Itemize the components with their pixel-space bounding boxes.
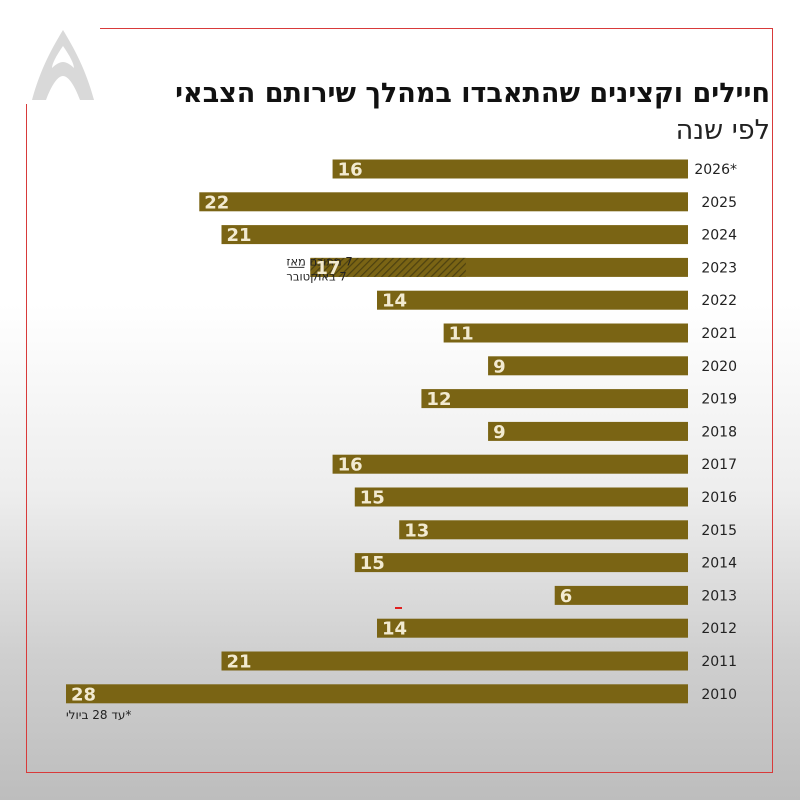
annotation-text: 7 באוקטובר: [286, 269, 346, 283]
category-label: 2017: [701, 457, 737, 473]
category-label: 2018: [701, 424, 737, 440]
bar-value-label: 14: [382, 291, 407, 312]
bar: [199, 192, 689, 212]
bar-hatched-portion: [310, 257, 466, 277]
bar: [221, 651, 688, 671]
bar: [377, 290, 688, 310]
bar: [421, 389, 688, 409]
bar-group: 15 2016: [354, 487, 737, 509]
bar-group: 12 2019: [421, 389, 737, 410]
bar-group: 21 2011: [221, 651, 737, 673]
category-label: 2010: [701, 687, 737, 703]
category-label: 2019: [701, 392, 737, 408]
bar: [554, 585, 688, 605]
bar-value-label: 21: [227, 225, 252, 246]
category-label: 2020: [701, 359, 737, 375]
bar-value-label: 15: [360, 553, 385, 574]
bar-value-label: 22: [204, 192, 229, 213]
bar-value-label: 28: [71, 684, 96, 705]
bar: [443, 323, 688, 343]
bar-group: 16 2026*: [332, 159, 737, 181]
bar-value-label: 6: [560, 586, 573, 607]
bar-group: 6 2013: [554, 585, 737, 607]
category-label: 2011: [701, 654, 737, 670]
bar: [332, 159, 688, 179]
red-mark: [395, 607, 402, 609]
bar-group: 15 2014: [354, 553, 737, 574]
bar-group: 14 2022: [377, 290, 737, 312]
category-label: 2024: [701, 228, 737, 244]
category-label: 2026*: [694, 162, 737, 178]
chart-title: חיילים וקצינים שהתאבדו במהלך שירותם הצבא…: [175, 78, 770, 109]
bar: [399, 520, 688, 540]
bar: [332, 454, 688, 474]
chart-frame: [26, 28, 773, 773]
bar-value-label: 13: [404, 520, 429, 541]
bar-group: 9 2018: [488, 421, 737, 443]
category-label: 2012: [701, 621, 737, 637]
bar-value-label: 11: [449, 324, 474, 345]
annotation-text: 7 מתוכם מאז: [286, 254, 352, 268]
category-label: 2022: [701, 293, 737, 309]
bar: [221, 225, 688, 245]
bar-value-label: 14: [382, 619, 407, 640]
category-label: 2014: [701, 556, 737, 572]
footnote: *עד 28 ביולי: [66, 708, 132, 722]
bar-value-label: 17: [315, 258, 340, 279]
bar: [488, 421, 688, 441]
bar-value-label: 16: [338, 160, 363, 181]
category-label: 2015: [701, 523, 737, 539]
logo-icon: [32, 30, 94, 100]
bar: [354, 487, 688, 507]
bar-value-label: 21: [227, 652, 252, 673]
bar-group: 9 2020: [488, 356, 737, 377]
category-label: 2013: [701, 588, 737, 604]
bar-group: 22 2025: [199, 192, 737, 213]
bar-group: 28 2010: [66, 684, 737, 705]
bar: [377, 618, 688, 638]
category-label: 2021: [701, 326, 737, 342]
bar-value-label: 15: [360, 488, 385, 509]
bar-value-label: 9: [493, 422, 506, 443]
category-label: 2016: [701, 490, 737, 506]
bar-group: 16 2017: [332, 454, 737, 476]
bar: [488, 356, 688, 376]
bar-group: 13 2015: [399, 520, 737, 541]
bar-value-label: 16: [338, 455, 363, 476]
category-label: 2023: [701, 260, 737, 276]
bar-group: 21 2024: [221, 225, 737, 246]
chart-subtitle: לפי שנה: [675, 115, 770, 146]
bar-value-label: 9: [493, 356, 506, 377]
bar-group: 11 2021: [443, 323, 737, 345]
logo: [26, 26, 100, 104]
bar: [354, 553, 688, 573]
bar: [66, 684, 688, 704]
bar-group: 14 2012: [377, 618, 737, 640]
category-label: 2025: [701, 195, 737, 211]
bar-value-label: 12: [426, 389, 451, 410]
